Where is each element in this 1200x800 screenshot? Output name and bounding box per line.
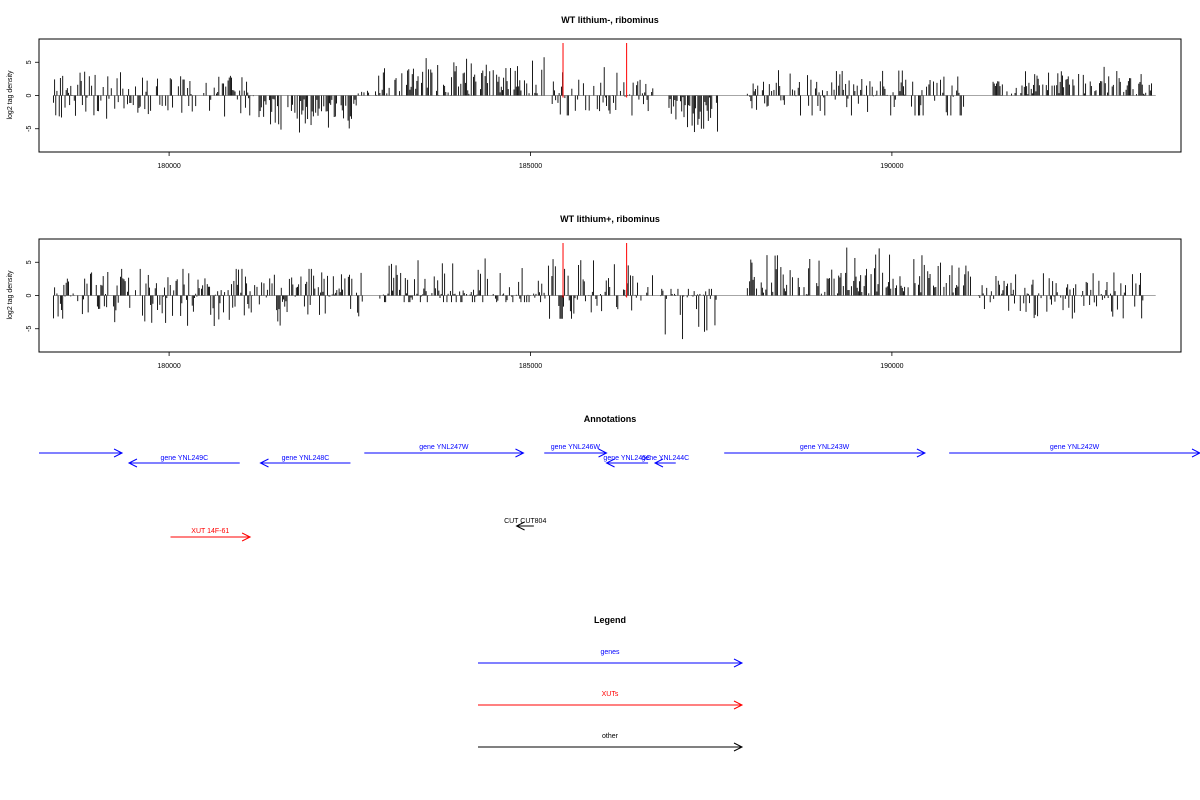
y-axis-label: log2 tag density xyxy=(7,270,14,320)
x-tick-label: 180000 xyxy=(157,363,180,370)
gene-arrow: gene YNL242W xyxy=(949,444,1200,458)
gene-arrow: gene YNL249C xyxy=(127,455,240,468)
feature-label: gene YNL249C xyxy=(160,455,208,462)
other-arrow: CUT CUT804 xyxy=(504,518,546,531)
legend-label: other xyxy=(602,733,619,740)
x-tick-label: 180000 xyxy=(157,163,180,170)
feature-arrowhead xyxy=(605,458,615,468)
y-tick-label: -5 xyxy=(26,326,33,332)
feature-arrowhead xyxy=(127,458,138,468)
x-tick-label: 185000 xyxy=(519,163,542,170)
y-axis: -5 0 5 xyxy=(26,60,39,132)
feature-label: CUT CUT804 xyxy=(504,518,546,525)
legend: Legend genes XUTs other xyxy=(478,615,744,752)
feature-arrowhead xyxy=(1191,448,1200,458)
y-axis: -5 0 5 xyxy=(26,260,39,332)
legend-arrowhead xyxy=(733,700,744,710)
gene-arrow: gene YNL246W xyxy=(544,444,608,458)
density-bars xyxy=(53,247,1156,340)
gene-arrow-leading xyxy=(39,448,124,458)
feature-label: gene YNL247W xyxy=(419,444,469,451)
x-axis: 180000 185000 190000 xyxy=(157,352,904,370)
y-tick-label: 0 xyxy=(26,93,33,97)
feature-label: XUT 14F-61 xyxy=(191,528,229,535)
feature-arrowhead xyxy=(515,521,525,531)
gene-arrow: gene YNL243W xyxy=(724,444,927,458)
feature-arrowhead xyxy=(259,458,269,468)
annotation-features: gene YNL249C gene YNL248C gene YNL247W gene… xyxy=(39,444,1200,542)
feature-arrowhead xyxy=(653,458,664,468)
feature-label: gene YNL245C xyxy=(603,455,651,462)
panel-title: WT lithium+, ribominus xyxy=(560,214,660,224)
gene-arrow: gene YNL247W xyxy=(364,444,525,458)
y-tick-label: -5 xyxy=(26,126,33,132)
annotations-title: Annotations xyxy=(584,414,637,424)
density-bars xyxy=(53,57,1156,133)
gene-arrow: gene YNL244C xyxy=(641,455,689,468)
legend-arrowhead xyxy=(733,658,744,668)
feature-arrowhead xyxy=(113,448,124,458)
legend-item: genes xyxy=(478,649,744,668)
xut-arrow: XUT 14F-61 xyxy=(170,528,252,542)
legend-arrowhead xyxy=(733,742,744,752)
x-tick-label: 190000 xyxy=(880,363,903,370)
y-tick-label: 5 xyxy=(26,60,33,64)
feature-arrowhead xyxy=(598,448,608,458)
position-markers xyxy=(562,243,628,298)
track-panel-lithium-minus: WT lithium-, ribominus log2 tag density … xyxy=(7,15,1182,170)
gene-arrow: gene YNL245C xyxy=(603,455,651,468)
y-axis-label: log2 tag density xyxy=(7,70,14,120)
y-tick-label: 0 xyxy=(26,293,33,297)
x-tick-label: 190000 xyxy=(880,163,903,170)
legend-label: genes xyxy=(600,649,620,656)
annotations-panel: Annotations gene YNL249C gene YNL248Cgene… xyxy=(39,414,1200,542)
feature-label: gene YNL243W xyxy=(800,444,850,451)
legend-item: XUTs xyxy=(478,691,744,710)
track-panel-lithium-plus: WT lithium+, ribominus log2 tag density … xyxy=(7,214,1182,370)
feature-arrowhead xyxy=(241,532,252,542)
panel-title: WT lithium-, ribominus xyxy=(561,15,659,25)
x-axis: 180000 185000 190000 xyxy=(157,152,904,170)
legend-title: Legend xyxy=(594,615,626,625)
feature-label: gene YNL242W xyxy=(1050,444,1100,451)
legend-items: genes XUTs other xyxy=(478,649,744,752)
feature-arrowhead xyxy=(916,448,927,458)
x-tick-label: 185000 xyxy=(519,363,542,370)
feature-arrowhead xyxy=(515,448,525,458)
position-markers xyxy=(562,43,628,98)
feature-label: gene YNL248C xyxy=(282,455,330,462)
legend-label: XUTs xyxy=(602,691,619,698)
feature-label: gene YNL244C xyxy=(641,455,689,462)
y-tick-label: 5 xyxy=(26,260,33,264)
feature-label: gene YNL246W xyxy=(551,444,601,451)
gene-arrow: gene YNL248C xyxy=(259,455,351,468)
legend-item: other xyxy=(478,733,744,752)
